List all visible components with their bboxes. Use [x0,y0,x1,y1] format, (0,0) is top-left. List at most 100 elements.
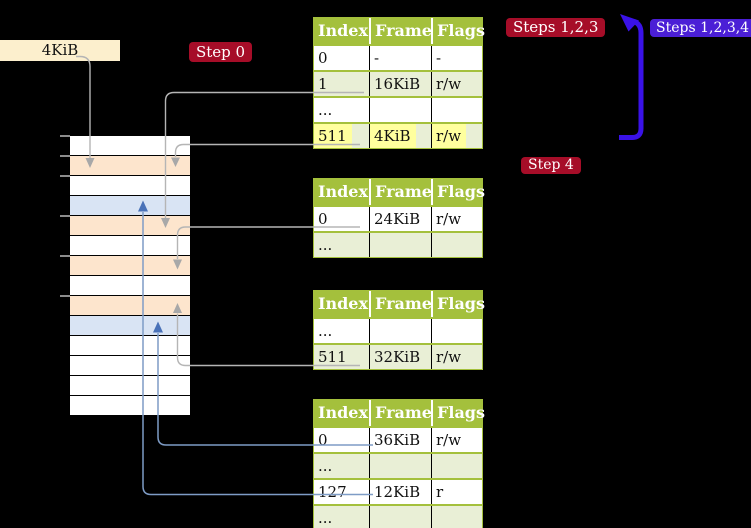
table-cell [431,319,482,343]
memory-strip-row [70,276,190,296]
table-cell-value: 24KiB [374,210,421,228]
table-cell: r/w [431,124,482,148]
table-cell: ... [314,98,369,122]
table-header-cell: Index [318,294,369,313]
table-cell-value: - [374,49,380,67]
table-cell: 4KiB [369,124,431,148]
table-row: ... [314,231,482,257]
memory-strip-row [70,136,190,156]
table-cell: 32KiB [369,345,431,369]
memory-strip-row [70,316,190,336]
page-table-3: Index Frame Flags... 511 32KiB r/w [313,290,485,370]
table-row: 511 4KiB r/w [314,122,482,148]
table-cell: - [431,46,482,70]
table-cell: ... [314,233,369,257]
table-row: ... [314,452,482,478]
table-cell: r/w [431,345,482,369]
table-cell: 0 [314,428,369,452]
memory-strip-row [70,356,190,376]
table-cell: r/w [431,428,482,452]
table-cell [369,233,431,257]
table-header-cell: Flags [431,291,485,317]
table-cell-value: 511 [314,124,352,148]
table-cell-value: - [436,49,442,67]
tick-mark [60,215,70,217]
table-cell-value: r/w [436,348,462,366]
table-cell: 16KiB [369,72,431,96]
tick-mark [60,135,70,137]
table-row: 0 24KiB r/w [314,205,482,231]
table-cell [431,98,482,122]
memory-strip-row [70,336,190,356]
flow-arrow-icon [620,14,639,32]
memory-strip-row [70,216,190,236]
tick-mark [60,155,70,157]
table-row: 127 12KiB r [314,478,482,504]
table-cell: ... [314,319,369,343]
memory-strip-row [70,156,190,176]
table-cell-value: 32KiB [374,348,421,366]
table-header-row: Index Frame Flags [314,291,485,317]
memory-strip-row [70,376,190,396]
table-row: ... [314,96,482,122]
page-table-1: Index Frame Flags 0 - - 1 16KiB r/w... 511 4KiB r/w [313,17,485,149]
table-header-cell: Index [318,182,369,201]
table-cell-value: 0 [318,49,328,67]
step-4-badge: Step 4 [521,157,581,174]
step-0-badge: Step 0 [189,42,253,62]
tick-mark [60,175,70,177]
table-cell [431,506,482,528]
memory-strip-row [70,396,190,416]
steps-1234-badge: Steps 1,2,3,4 [650,19,751,37]
page-table-4: Index Frame Flags 0 36KiB r/w... 127 12KiB r... [313,399,485,528]
table-header-cell: Frame [369,18,432,44]
table-header-cell: Index [318,403,369,422]
flow-arrow-shaft [619,19,644,140]
table-cell: 12KiB [369,480,431,504]
table-cell-value: r/w [432,124,467,148]
table-cell-value: 0 [318,210,328,228]
table-row: ... [314,317,482,343]
table-cell-value: 0 [318,431,328,449]
table-cell-value: ... [318,457,333,475]
memory-strip [70,136,190,416]
table-cell: - [369,46,431,70]
table-cell [431,454,482,478]
table-header-cell: Flags [431,400,485,426]
table-cell-value: r/w [436,75,462,93]
table-cell: 511 [314,345,369,369]
memory-strip-row [70,176,190,196]
table-cell: r [431,480,482,504]
table-cell-value: r/w [436,431,462,449]
page-table-2: Index Frame Flags 0 24KiB r/w... [313,178,485,258]
table-cell [369,98,431,122]
table-cell-value: 36KiB [374,431,421,449]
table-cell-value: 16KiB [374,75,421,93]
table-header-cell: Index [318,21,369,40]
table-cell-value: 1 [318,75,328,93]
tick-mark [60,255,70,257]
table-cell: 1 [314,72,369,96]
table-cell-value: ... [318,509,333,527]
table-cell [369,506,431,528]
table-header-cell: Flags [431,179,485,205]
table-header-row: Index Frame Flags [314,18,485,44]
table-cell: r/w [431,207,482,231]
table-row: ... [314,504,482,528]
table-cell-value: 511 [318,348,347,366]
table-row: 1 16KiB r/w [314,70,482,96]
table-row: 0 - - [314,44,482,70]
table-cell [369,319,431,343]
table-cell [369,454,431,478]
table-cell-value: 4KiB [370,124,416,148]
steps-123-badge: Steps 1,2,3 [506,18,606,37]
memory-strip-row [70,196,190,216]
memory-strip-row [70,256,190,276]
table-cell: 511 [314,124,369,148]
table-row: 0 36KiB r/w [314,426,482,452]
table-cell-value: r/w [436,210,462,228]
table-header-cell: Flags [431,18,485,44]
table-cell: ... [314,454,369,478]
table-header-row: Index Frame Flags [314,400,485,426]
